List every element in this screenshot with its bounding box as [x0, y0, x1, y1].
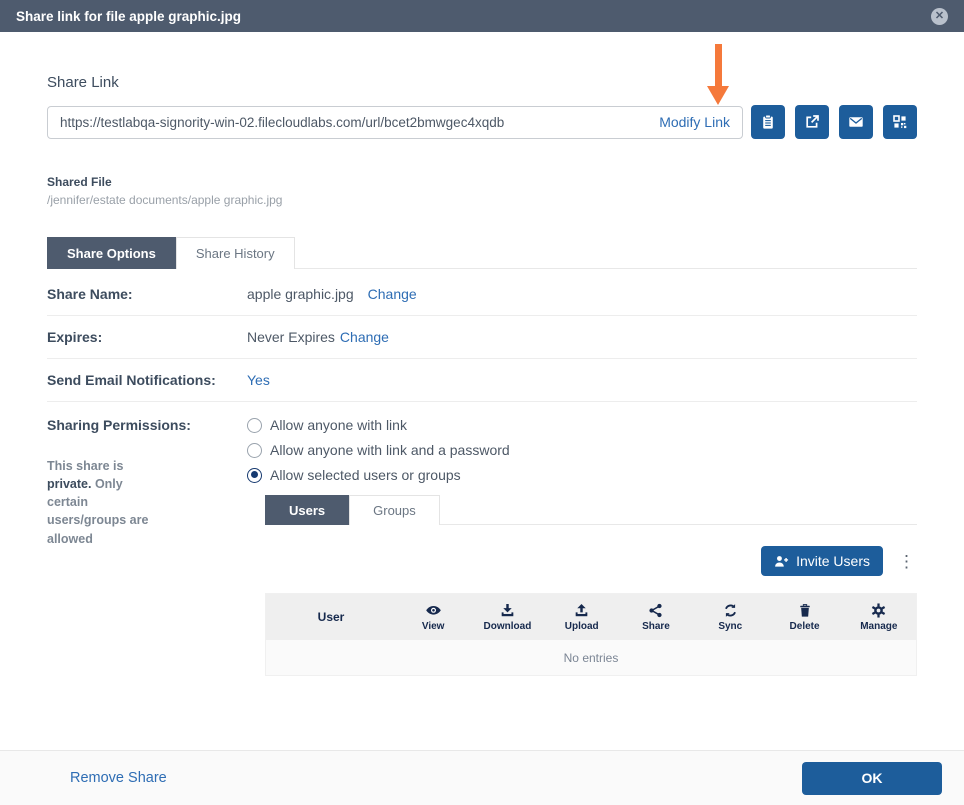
- invite-row: Invite Users ⋮: [265, 546, 917, 576]
- tab-share-history[interactable]: Share History: [175, 237, 295, 269]
- dialog-body: Share Link https://testlabqa-signority-w…: [0, 74, 964, 689]
- share-name-row: Share Name: apple graphic.jpg Change: [47, 273, 917, 316]
- qr-code-icon: [892, 114, 908, 130]
- table-header-row: User View: [266, 594, 916, 640]
- radio-selected-users-groups[interactable]: Allow selected users or groups: [247, 467, 917, 483]
- permissions-label-cell: Sharing Permissions: This share is priva…: [47, 417, 247, 548]
- gear-icon: [871, 602, 886, 618]
- kebab-menu-icon[interactable]: ⋮: [898, 551, 915, 571]
- column-header-sync: Sync: [693, 603, 767, 632]
- radio-icon[interactable]: [247, 417, 262, 433]
- invite-users-label: Invite Users: [796, 553, 870, 569]
- users-permission-table: User View: [265, 593, 917, 676]
- close-icon[interactable]: ✕: [931, 7, 948, 25]
- dialog-title: Share link for file apple graphic.jpg: [16, 8, 242, 24]
- eye-icon: [425, 603, 442, 618]
- share-url-value[interactable]: https://testlabqa-signority-win-02.filec…: [60, 114, 505, 130]
- table-empty-row: No entries: [266, 640, 916, 675]
- share-url-box[interactable]: https://testlabqa-signority-win-02.filec…: [47, 105, 743, 139]
- radio-checked-icon[interactable]: [247, 467, 262, 483]
- expires-value: Never Expires: [247, 329, 335, 345]
- copy-link-button[interactable]: [751, 105, 785, 139]
- open-link-button[interactable]: [795, 105, 829, 139]
- open-external-icon: [804, 114, 820, 130]
- share-link-row: https://testlabqa-signority-win-02.filec…: [47, 105, 917, 139]
- email-notifications-label: Send Email Notifications:: [47, 372, 216, 388]
- shared-file-section: Shared File /jennifer/estate documents/a…: [47, 175, 917, 207]
- shared-file-path: /jennifer/estate documents/apple graphic…: [47, 193, 283, 207]
- dialog-footer: Remove Share OK: [0, 750, 964, 805]
- tab-users[interactable]: Users: [265, 495, 350, 525]
- expires-row: Expires: Never Expires Change: [47, 316, 917, 359]
- sharing-permissions-label: Sharing Permissions:: [47, 417, 191, 433]
- expires-label: Expires:: [47, 329, 103, 345]
- share-name-change-link[interactable]: Change: [367, 286, 417, 302]
- share-nodes-icon: [648, 603, 663, 618]
- upload-icon: [574, 603, 589, 618]
- ok-button[interactable]: OK: [802, 761, 942, 795]
- share-name-label: Share Name:: [47, 286, 133, 302]
- share-name-value: apple graphic.jpg: [247, 286, 354, 302]
- email-icon: [848, 114, 864, 130]
- main-tabs: Share Options Share History: [47, 237, 917, 269]
- email-notifications-value[interactable]: Yes: [247, 372, 270, 388]
- column-header-download: Download: [470, 603, 544, 632]
- qr-code-button[interactable]: [883, 105, 917, 139]
- download-icon: [500, 603, 515, 618]
- email-notifications-row: Send Email Notifications: Yes: [47, 359, 917, 402]
- radio-anyone-with-link-password[interactable]: Allow anyone with link and a password: [247, 442, 917, 458]
- modify-link-button[interactable]: Modify Link: [659, 114, 730, 130]
- email-link-button[interactable]: [839, 105, 873, 139]
- column-header-upload: Upload: [545, 603, 619, 632]
- remove-share-link[interactable]: Remove Share: [70, 770, 167, 786]
- tab-groups[interactable]: Groups: [349, 495, 440, 525]
- column-header-delete: Delete: [767, 603, 841, 632]
- person-plus-icon: [774, 554, 789, 569]
- radio-icon[interactable]: [247, 442, 262, 458]
- sharing-permissions-row: Sharing Permissions: This share is priva…: [47, 402, 917, 689]
- share-link-label: Share Link: [47, 74, 119, 91]
- users-groups-tabs: Users Groups: [265, 495, 917, 525]
- column-header-manage: Manage: [842, 602, 916, 632]
- column-header-user: User: [317, 610, 345, 624]
- clipboard-icon: [760, 114, 776, 130]
- column-header-view: View: [396, 603, 470, 632]
- expires-change-link[interactable]: Change: [339, 329, 389, 345]
- shared-file-label: Shared File: [47, 175, 112, 189]
- sync-icon: [723, 603, 738, 618]
- trash-icon: [798, 603, 812, 618]
- invite-users-button[interactable]: Invite Users: [761, 546, 883, 576]
- dialog-titlebar: Share link for file apple graphic.jpg ✕: [0, 0, 964, 32]
- share-private-note: This share is private. Only certain user…: [47, 459, 149, 546]
- radio-anyone-with-link[interactable]: Allow anyone with link: [247, 417, 917, 433]
- tab-share-options[interactable]: Share Options: [47, 237, 176, 269]
- column-header-share: Share: [619, 603, 693, 632]
